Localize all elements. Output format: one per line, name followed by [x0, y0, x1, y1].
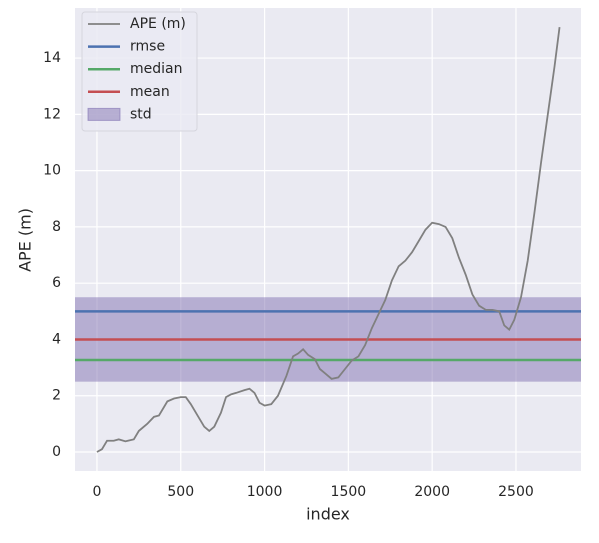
- y-tick-label: 2: [52, 388, 61, 404]
- legend-label: APE (m): [130, 16, 186, 32]
- x-axis-label: index: [306, 505, 350, 524]
- legend-label: std: [130, 106, 152, 122]
- y-tick-label: 0: [52, 444, 61, 460]
- legend-label: mean: [130, 84, 170, 100]
- y-tick-label: 10: [43, 163, 61, 179]
- legend-label: rmse: [130, 39, 165, 55]
- y-tick-label: 8: [52, 219, 61, 235]
- y-tick-label: 12: [43, 106, 61, 122]
- legend-label: median: [130, 61, 182, 77]
- x-tick-label: 2500: [498, 484, 534, 500]
- y-tick-label: 4: [52, 331, 61, 347]
- x-tick-label: 1000: [247, 484, 283, 500]
- y-axis-label: APE (m): [16, 208, 35, 272]
- legend-swatch: [87, 107, 121, 121]
- y-tick-label: 6: [52, 275, 61, 291]
- y-tick-label: 14: [43, 50, 61, 66]
- x-tick-label: 0: [92, 484, 101, 500]
- ape-line: [96, 27, 561, 453]
- x-tick-label: 500: [167, 484, 194, 500]
- x-tick-label: 1500: [331, 484, 367, 500]
- x-tick-label: 2000: [414, 484, 450, 500]
- legend-box: [81, 11, 198, 132]
